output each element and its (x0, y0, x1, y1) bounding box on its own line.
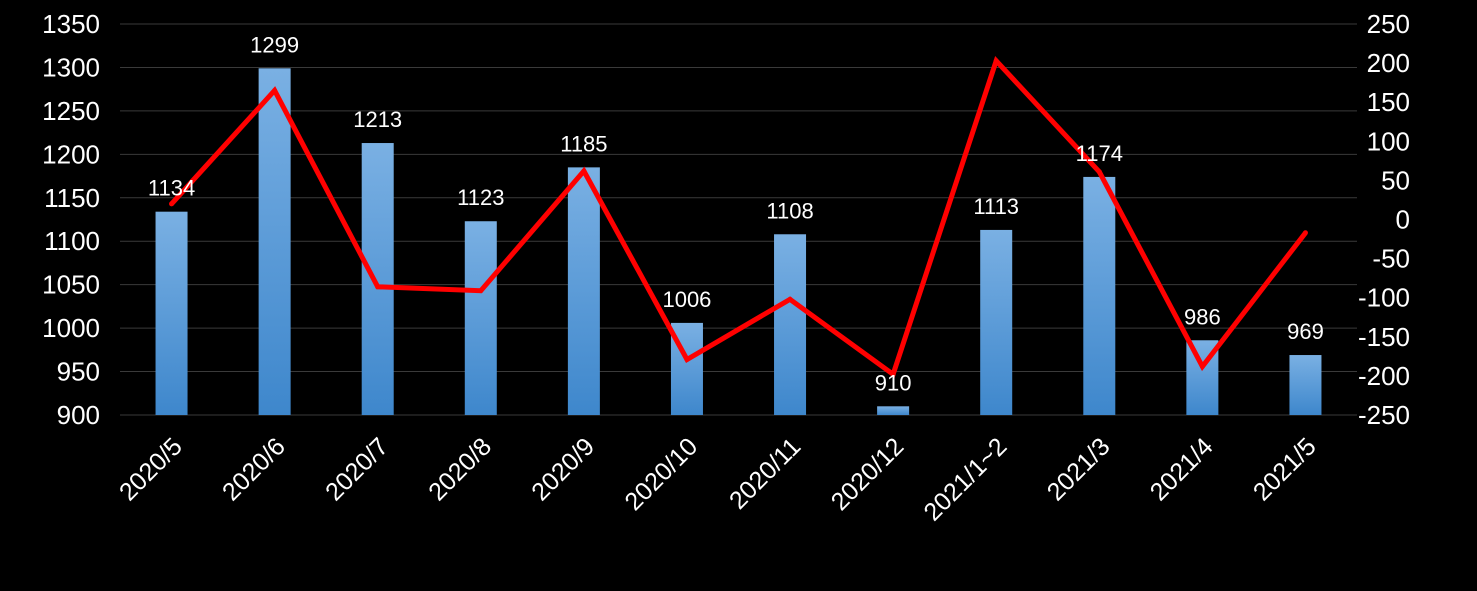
bar (361, 143, 394, 415)
bar-data-label: 1185 (560, 131, 607, 156)
bar (1289, 355, 1322, 415)
bar (980, 229, 1013, 415)
right-tick-label: -200 (1358, 361, 1410, 391)
right-tick-label: 0 (1396, 205, 1410, 235)
bar-data-label: 910 (875, 370, 912, 395)
bar-data-label: 969 (1287, 319, 1324, 344)
bar-data-label: 1108 (766, 198, 813, 223)
bar (774, 234, 807, 415)
category-label: 2020/5 (114, 432, 188, 506)
bar (567, 167, 600, 415)
line-series (169, 55, 1308, 379)
left-tick-label: 1200 (42, 139, 100, 169)
line-point (478, 288, 484, 294)
category-label: 2020/8 (423, 432, 497, 506)
bar-data-label: 1174 (1076, 141, 1123, 166)
bar-data-label: 1299 (250, 32, 299, 57)
category-label: 2020/6 (217, 432, 291, 506)
bar-data-label: 1123 (457, 185, 504, 210)
left-axis: 900 950 1000 1050 1100 1150 1200 1250 1300 1350 (42, 9, 100, 430)
bar-data-label: 1213 (353, 107, 402, 132)
left-tick-label: 1050 (42, 270, 100, 300)
bar (464, 221, 497, 415)
bar-series (155, 68, 1322, 416)
right-tick-label: -250 (1358, 400, 1410, 430)
bar (155, 211, 188, 415)
left-tick-label: 900 (57, 400, 100, 430)
category-label: 2020/9 (526, 432, 600, 506)
category-label: 2020/7 (320, 432, 394, 506)
line-point (581, 168, 587, 174)
right-tick-label: 150 (1367, 87, 1410, 117)
right-tick-label: 100 (1367, 126, 1410, 156)
category-label: 2020/11 (724, 432, 806, 514)
line-point (169, 201, 175, 207)
category-label: 2021/4 (1145, 432, 1219, 506)
line-point (272, 87, 278, 93)
bar (1083, 176, 1116, 415)
left-tick-label: 1350 (42, 9, 100, 39)
line-series-path (169, 55, 1308, 379)
category-label: 2021/3 (1042, 432, 1116, 506)
line-point (890, 371, 896, 377)
bar-data-label: 1134 (148, 176, 195, 201)
right-tick-label: -100 (1358, 283, 1410, 313)
bar-data-label: 986 (1184, 304, 1221, 329)
left-tick-label: 1150 (44, 183, 100, 213)
bar (258, 68, 291, 416)
line-point (684, 356, 690, 362)
plot-grid (120, 23, 1357, 416)
category-label: 2021/5 (1248, 432, 1322, 506)
left-tick-label: 1000 (42, 313, 100, 343)
bar (877, 406, 910, 415)
line-point (1199, 364, 1205, 370)
bar-data-label: 1006 (662, 287, 711, 312)
right-axis: -250 -200 -150 -100 -50 0 50 100 150 200 250 (1358, 9, 1410, 430)
bar-data-label: 1113 (973, 194, 1019, 219)
category-label: 2020/12 (826, 432, 910, 516)
line-point (1302, 230, 1308, 236)
right-tick-label: 50 (1381, 165, 1410, 195)
left-tick-label: 1300 (42, 52, 100, 82)
right-tick-label: 250 (1367, 9, 1410, 39)
data-labels: 1134 1299 1213 1123 1185 1006 1108 910 1113 1174 9… (148, 32, 1324, 395)
right-tick-label: -150 (1358, 322, 1410, 352)
right-tick-label: -50 (1372, 244, 1410, 274)
left-tick-label: 950 (57, 357, 100, 387)
x-axis: 2020/5 2020/6 2020/7 2020/8 2020/9 2020/10 202… (114, 432, 1322, 526)
line-point (993, 58, 999, 64)
line-point (1096, 169, 1102, 175)
left-tick-label: 1250 (42, 96, 100, 126)
right-tick-label: 200 (1367, 48, 1410, 78)
line-point (375, 284, 381, 290)
category-label: 2020/10 (619, 432, 703, 516)
line-point (787, 296, 793, 302)
category-label: 2021/1~2 (918, 432, 1012, 526)
left-tick-label: 1100 (44, 226, 100, 256)
